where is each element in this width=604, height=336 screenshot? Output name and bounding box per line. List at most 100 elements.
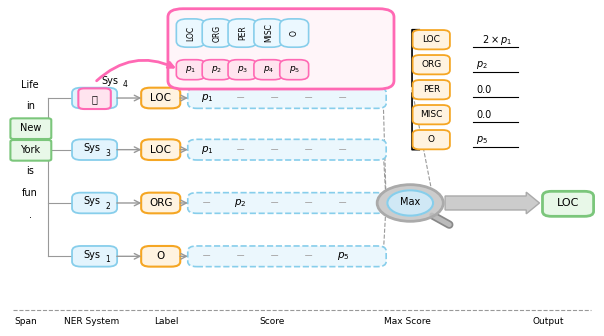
FancyBboxPatch shape	[413, 30, 450, 49]
Text: $p_{3}$: $p_{3}$	[237, 64, 248, 75]
Text: Sys: Sys	[83, 91, 100, 101]
FancyBboxPatch shape	[176, 19, 205, 47]
Text: $p_{2}$: $p_{2}$	[211, 64, 222, 75]
Text: is: is	[27, 166, 34, 176]
FancyBboxPatch shape	[10, 140, 51, 161]
FancyBboxPatch shape	[228, 60, 257, 80]
Text: O: O	[290, 30, 299, 36]
Text: −: −	[304, 198, 313, 208]
FancyBboxPatch shape	[79, 88, 111, 109]
Text: $p_{5}$: $p_{5}$	[477, 134, 488, 146]
FancyBboxPatch shape	[72, 88, 117, 108]
FancyBboxPatch shape	[413, 55, 450, 74]
FancyBboxPatch shape	[141, 88, 180, 108]
FancyBboxPatch shape	[141, 193, 180, 213]
Text: −: −	[338, 145, 347, 155]
Text: Label: Label	[155, 318, 179, 327]
FancyBboxPatch shape	[202, 60, 231, 80]
Text: −: −	[236, 145, 245, 155]
Text: Life: Life	[21, 80, 39, 90]
Text: $p_{1}$: $p_{1}$	[201, 92, 213, 104]
Text: $p_{2}$: $p_{2}$	[234, 197, 247, 209]
Text: Max: Max	[400, 197, 420, 207]
Text: Max Score: Max Score	[384, 318, 431, 327]
Text: Sys: Sys	[83, 143, 100, 153]
Text: −: −	[202, 198, 211, 208]
Text: in: in	[26, 101, 35, 111]
Text: NER System: NER System	[64, 318, 119, 327]
Text: LOC: LOC	[422, 35, 440, 44]
Text: 4: 4	[122, 80, 127, 89]
Text: PER: PER	[423, 85, 440, 94]
Text: LOC: LOC	[186, 26, 195, 41]
Text: 4: 4	[105, 97, 111, 106]
Text: 1: 1	[106, 255, 110, 264]
Text: Sys: Sys	[83, 250, 100, 260]
FancyBboxPatch shape	[542, 191, 594, 216]
FancyBboxPatch shape	[254, 60, 283, 80]
Text: LOC: LOC	[557, 198, 579, 208]
FancyBboxPatch shape	[413, 130, 450, 149]
Text: −: −	[202, 251, 211, 261]
Text: $p_{1}$: $p_{1}$	[185, 64, 196, 75]
Text: $p_{5}$: $p_{5}$	[289, 64, 300, 75]
Text: LOC: LOC	[150, 145, 171, 155]
Text: −: −	[236, 251, 245, 261]
Circle shape	[387, 190, 433, 216]
FancyBboxPatch shape	[72, 246, 117, 267]
Text: 2: 2	[106, 202, 110, 211]
Text: ORG: ORG	[149, 198, 173, 208]
Text: −: −	[236, 93, 245, 103]
FancyBboxPatch shape	[280, 60, 309, 80]
FancyBboxPatch shape	[280, 19, 309, 47]
Text: ORG: ORG	[212, 25, 221, 42]
Text: −: −	[270, 251, 280, 261]
Text: MISC: MISC	[420, 110, 443, 119]
Text: −: −	[304, 93, 313, 103]
Text: 3: 3	[105, 149, 111, 158]
FancyBboxPatch shape	[168, 9, 394, 89]
FancyBboxPatch shape	[188, 139, 386, 160]
Text: $p_{5}$: $p_{5}$	[336, 250, 349, 262]
Text: 0.0: 0.0	[477, 110, 492, 120]
FancyBboxPatch shape	[188, 246, 386, 267]
FancyBboxPatch shape	[413, 80, 450, 99]
Text: −: −	[338, 93, 347, 103]
FancyBboxPatch shape	[72, 193, 117, 213]
Text: −: −	[304, 251, 313, 261]
Text: ORG: ORG	[421, 60, 442, 69]
Text: PER: PER	[238, 26, 247, 40]
FancyBboxPatch shape	[202, 19, 231, 47]
Text: Sys: Sys	[83, 196, 100, 206]
Text: −: −	[338, 198, 347, 208]
FancyBboxPatch shape	[228, 19, 257, 47]
FancyBboxPatch shape	[254, 19, 283, 47]
Text: O: O	[428, 135, 435, 144]
Text: New: New	[19, 123, 41, 133]
Text: −: −	[270, 198, 280, 208]
Text: fun: fun	[22, 188, 38, 198]
FancyBboxPatch shape	[141, 139, 180, 160]
FancyBboxPatch shape	[188, 193, 386, 213]
Text: 🔧: 🔧	[92, 94, 97, 104]
Text: $p_{4}$: $p_{4}$	[263, 64, 274, 75]
Text: −: −	[270, 93, 280, 103]
FancyBboxPatch shape	[72, 139, 117, 160]
Text: MISC: MISC	[264, 24, 273, 42]
Text: $2\times p_{1}$: $2\times p_{1}$	[483, 33, 512, 47]
Text: Score: Score	[259, 318, 284, 327]
Text: Output: Output	[533, 318, 564, 327]
Text: −: −	[270, 145, 280, 155]
Text: .: .	[29, 210, 32, 220]
Text: $p_{1}$: $p_{1}$	[201, 144, 213, 156]
Text: Span: Span	[14, 318, 37, 327]
Text: York: York	[20, 145, 40, 155]
Text: 0.0: 0.0	[477, 85, 492, 95]
FancyBboxPatch shape	[176, 60, 205, 80]
Text: LOC: LOC	[150, 93, 171, 103]
Text: $p_{2}$: $p_{2}$	[477, 59, 488, 71]
FancyBboxPatch shape	[141, 246, 180, 267]
Text: −: −	[304, 145, 313, 155]
Circle shape	[377, 185, 443, 221]
FancyBboxPatch shape	[413, 105, 450, 124]
